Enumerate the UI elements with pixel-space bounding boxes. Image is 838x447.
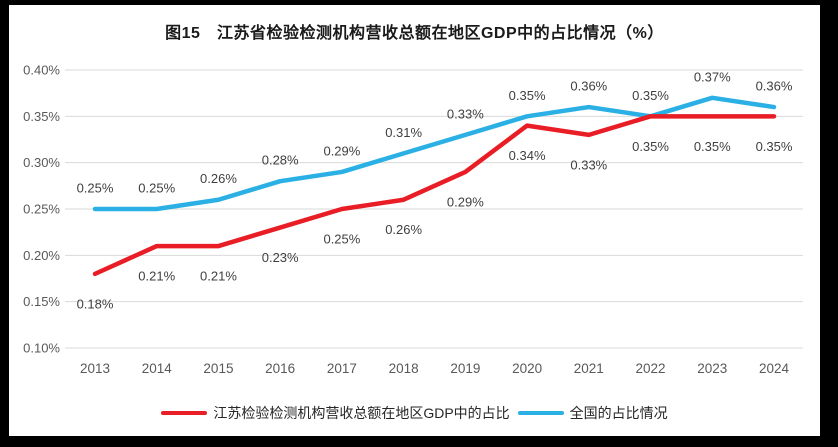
x-tick-label: 2021 — [574, 361, 604, 376]
data-label-1: 0.29% — [323, 143, 360, 158]
legend: 江苏检验检测机构营收总额在地区GDP中的占比 全国的占比情况 — [9, 403, 820, 423]
data-label-0: 0.26% — [385, 222, 422, 237]
data-label-1: 0.25% — [138, 181, 175, 196]
data-label-0: 0.29% — [447, 194, 484, 209]
data-label-0: 0.33% — [570, 157, 607, 172]
x-tick-label: 2016 — [265, 361, 295, 376]
x-tick-label: 2014 — [142, 361, 173, 376]
legend-item-1: 全国的占比情况 — [517, 403, 668, 423]
data-label-0: 0.21% — [138, 269, 175, 284]
chart-title: 图15 江苏省检验检测机构营收总额在地区GDP中的占比情况（%） — [165, 25, 664, 42]
legend-label-1: 全国的占比情况 — [569, 405, 668, 421]
data-label-0: 0.35% — [756, 139, 793, 154]
legend-swatch-0 — [161, 411, 208, 415]
series-line-1 — [92, 95, 777, 212]
data-label-1: 0.25% — [77, 181, 114, 196]
legend-item-0: 江苏检验检测机构营收总额在地区GDP中的占比 — [161, 403, 510, 423]
data-label-1: 0.36% — [570, 79, 607, 94]
y-tick-label: 0.25% — [23, 202, 60, 217]
legend-swatch-1 — [517, 411, 564, 415]
data-label-1: 0.37% — [694, 69, 731, 84]
x-tick-label: 2023 — [697, 361, 727, 376]
x-tick-label: 2015 — [203, 361, 233, 376]
x-tick-label: 2022 — [636, 361, 666, 376]
x-tick-label: 2013 — [80, 361, 110, 376]
data-label-1: 0.35% — [509, 88, 546, 103]
x-tick-label: 2018 — [389, 361, 419, 376]
y-tick-label: 0.20% — [23, 248, 60, 263]
data-label-0: 0.35% — [632, 139, 669, 154]
series-line-0 — [92, 114, 777, 277]
y-tick-label: 0.15% — [23, 294, 60, 309]
data-label-1: 0.35% — [632, 88, 669, 103]
data-label-0: 0.21% — [200, 269, 237, 284]
data-label-1: 0.31% — [385, 125, 422, 140]
data-label-0: 0.35% — [694, 139, 731, 154]
legend-label-0: 江苏检验检测机构营收总额在地区GDP中的占比 — [213, 405, 510, 421]
data-label-1: 0.33% — [447, 106, 484, 121]
x-tick-label: 2019 — [450, 361, 480, 376]
y-tick-label: 0.40% — [23, 63, 60, 78]
data-label-0: 0.23% — [262, 250, 299, 265]
data-label-0: 0.25% — [323, 232, 360, 247]
x-tick-label: 2024 — [759, 361, 790, 376]
data-label-1: 0.28% — [262, 153, 299, 168]
data-label-0: 0.34% — [509, 148, 546, 163]
y-tick-label: 0.30% — [23, 155, 60, 170]
x-tick-label: 2020 — [512, 361, 542, 376]
x-tick-label: 2017 — [327, 361, 357, 376]
y-tick-label: 0.35% — [23, 109, 60, 124]
data-label-1: 0.26% — [200, 171, 237, 186]
data-label-1: 0.36% — [756, 79, 793, 94]
y-tick-label: 0.10% — [23, 341, 60, 356]
data-label-0: 0.18% — [77, 296, 114, 311]
chart-canvas: 图15 江苏省检验检测机构营收总额在地区GDP中的占比情况（%） 0.10% 0.… — [9, 5, 820, 436]
